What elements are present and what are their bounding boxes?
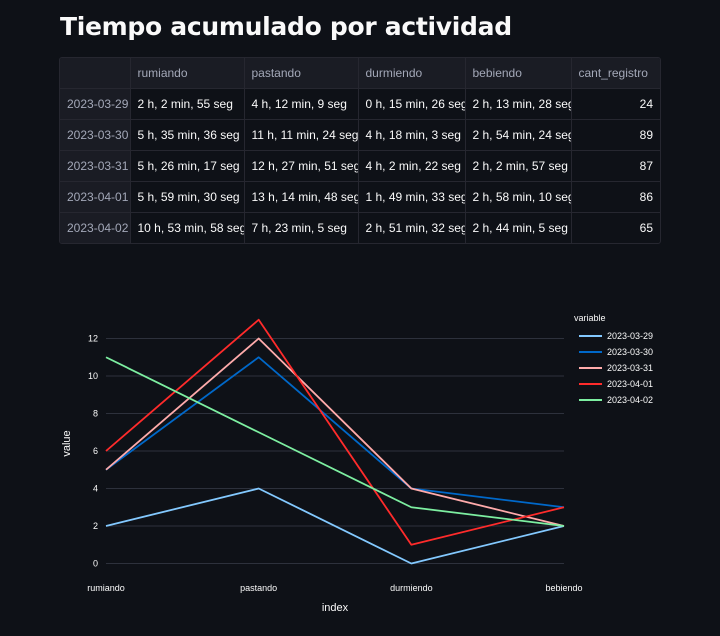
series-line-2023-03-30 [105, 356, 565, 509]
row-index[interactable]: 2023-03-31 [60, 150, 131, 182]
table-cell[interactable]: 0 h, 15 min, 26 seg [358, 88, 466, 120]
series-line-2023-04-02 [105, 356, 565, 527]
table-cell[interactable]: 13 h, 14 min, 48 seg [244, 181, 359, 213]
legend-item-label: 2023-04-02 [607, 395, 653, 405]
legend-item-label: 2023-03-31 [607, 363, 653, 373]
table-cell[interactable]: 7 h, 23 min, 5 seg [244, 212, 359, 243]
column-header-durmiendo[interactable]: durmiendo [358, 58, 466, 89]
activity-table: rumiando pastando durmiendo bebiendo can… [60, 58, 660, 243]
row-index[interactable]: 2023-04-01 [60, 181, 131, 213]
legend-item-label: 2023-03-29 [607, 331, 653, 341]
table-cell[interactable]: 10 h, 53 min, 58 seg [130, 212, 245, 243]
index-column-header[interactable] [60, 58, 131, 89]
table-header-row: rumiando pastando durmiendo bebiendo can… [60, 58, 660, 89]
table-row: 2023-03-29 2 h, 2 min, 55 seg 4 h, 12 mi… [60, 88, 660, 120]
table-cell[interactable]: 65 [639, 221, 653, 235]
table-cell[interactable]: 2 h, 51 min, 32 seg [358, 212, 466, 243]
y-tick-label: 10 [88, 371, 98, 381]
table-cell[interactable]: 2 h, 54 min, 24 seg [465, 119, 572, 151]
table-cell[interactable]: 1 h, 49 min, 33 seg [358, 181, 466, 213]
series-line-2023-03-31 [105, 337, 565, 527]
column-header-pastando[interactable]: pastando [244, 58, 359, 89]
x-tick-label: bebiendo [545, 583, 582, 593]
table-cell[interactable]: 4 h, 2 min, 22 seg [358, 150, 466, 182]
legend-item-label: 2023-03-30 [607, 347, 653, 357]
table-cell[interactable]: 4 h, 18 min, 3 seg [358, 119, 466, 151]
column-header-rumiando[interactable]: rumiando [130, 58, 245, 89]
table-row: 2023-04-01 5 h, 59 min, 30 seg 13 h, 14 … [60, 181, 660, 213]
table-cell[interactable]: 12 h, 27 min, 51 seg [244, 150, 359, 182]
row-index[interactable]: 2023-03-29 [60, 88, 131, 120]
table-row: 2023-04-02 10 h, 53 min, 58 seg 7 h, 23 … [60, 212, 660, 243]
line-chart-panel[interactable]: 0 2 4 6 8 10 12 rumiando pastando durmiendo bebien… [59, 256, 669, 626]
table-cell[interactable]: 11 h, 11 min, 24 seg [244, 119, 359, 151]
table-cell[interactable]: 2 h, 2 min, 57 seg [465, 150, 572, 182]
x-tick-label: durmiendo [390, 583, 433, 593]
y-tick-label: 12 [88, 334, 98, 344]
table-cell[interactable]: 24 [571, 88, 660, 120]
table-cell[interactable]: 89 [571, 119, 660, 151]
table-cell[interactable]: 5 h, 35 min, 36 seg [130, 119, 245, 151]
table-cell[interactable]: 87 [571, 150, 660, 182]
x-tick-label: rumiando [87, 583, 125, 593]
y-axis-title: value [61, 430, 73, 456]
table-cell[interactable]: 2 h, 2 min, 55 seg [130, 88, 245, 120]
table-cell[interactable]: 86 [571, 181, 660, 213]
table-cell[interactable]: 5 h, 26 min, 17 seg [130, 150, 245, 182]
table-cell[interactable]: 2 h, 58 min, 10 seg [465, 181, 572, 213]
series-line-2023-04-01 [105, 318, 565, 546]
table-row: 2023-03-30 5 h, 35 min, 36 seg 11 h, 11 … [60, 119, 660, 151]
x-axis-title: index [322, 602, 349, 614]
series-line-2023-03-29 [105, 487, 565, 565]
y-tick-label: 6 [93, 446, 98, 456]
page-title: Tiempo acumulado por actividad [60, 12, 512, 41]
table-cell[interactable]: 2 h, 13 min, 28 seg [465, 88, 572, 120]
x-tick-label: pastando [240, 583, 277, 593]
data-table-container[interactable]: rumiando pastando durmiendo bebiendo can… [59, 57, 661, 244]
y-tick-label: 0 [93, 559, 98, 569]
column-header-bebiendo[interactable]: bebiendo [465, 58, 572, 89]
legend-item-label: 2023-04-01 [607, 379, 653, 389]
table-cell[interactable]: 2 h, 44 min, 5 seg [465, 212, 572, 243]
table-cell[interactable]: 4 h, 12 min, 9 seg [244, 88, 359, 120]
line-chart[interactable]: 0 2 4 6 8 10 12 rumiando pastando durmiendo bebien… [59, 256, 669, 626]
y-tick-label: 4 [93, 484, 98, 494]
column-header-cant-registro[interactable]: cant_registro [571, 58, 660, 89]
row-index[interactable]: 2023-04-02 [60, 212, 131, 243]
y-tick-label: 8 [93, 409, 98, 419]
table-cell[interactable]: 5 h, 59 min, 30 seg [130, 181, 245, 213]
table-row: 2023-03-31 5 h, 26 min, 17 seg 12 h, 27 … [60, 150, 660, 182]
legend-title: variable [574, 313, 606, 323]
y-tick-label: 2 [93, 521, 98, 531]
row-index[interactable]: 2023-03-30 [60, 119, 131, 151]
